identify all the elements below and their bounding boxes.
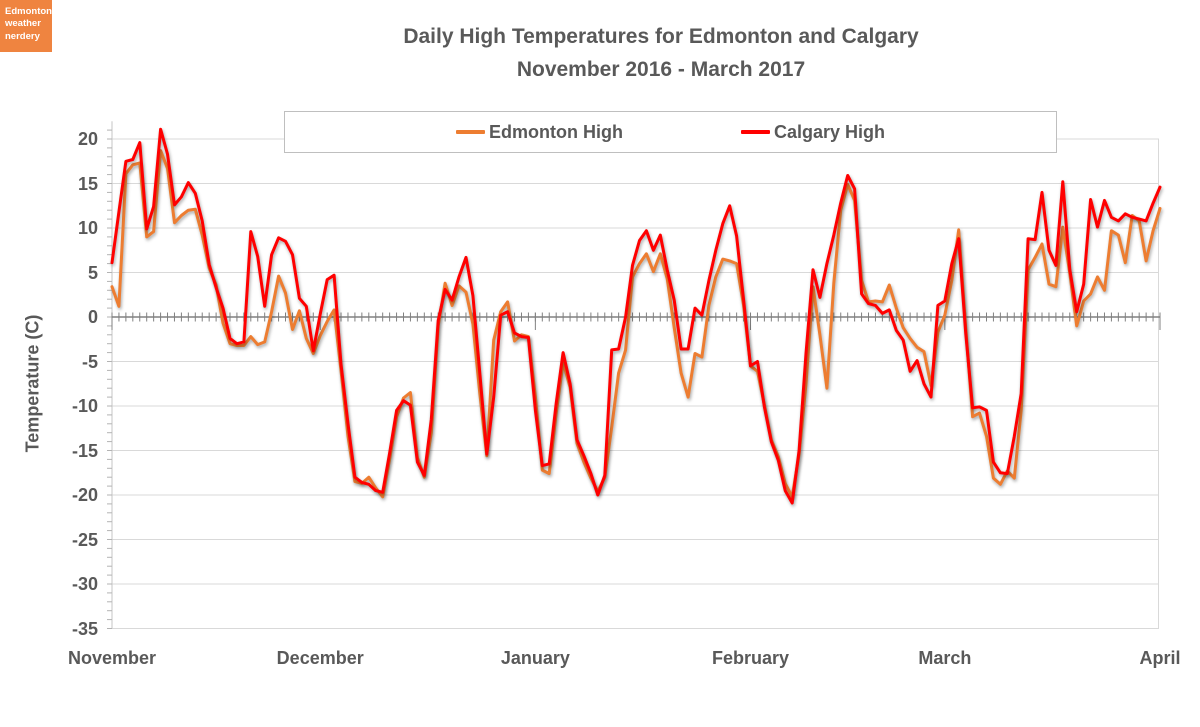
x-axis-month-label: February [712,648,790,668]
y-axis-tick-label: 0 [87,307,98,327]
x-axis-month-label: December [276,648,364,668]
chart-title: Daily High Temperatures for Edmonton and… [130,20,1192,86]
y-axis-tick-label: 5 [87,262,98,283]
chart-title-line2: November 2016 - March 2017 [516,58,806,81]
legend-item-calgary: Calgary High [740,121,885,143]
logo-line: weather [5,18,41,30]
logo: Edmonton weather nerdery [0,0,52,52]
y-axis-tick-label: 15 [77,173,98,194]
logo-line: nerdery [5,30,40,42]
y-axis-tick-label: -25 [71,529,98,550]
legend-label-calgary: Calgary High [773,121,885,142]
edmonton-line [110,149,1162,499]
legend-label-edmonton: Edmonton High [488,121,623,142]
legend: Edmonton High Calgary High [284,111,1057,153]
y-axis-tick-label: -5 [81,351,98,372]
y-axis-tick-label: 10 [77,218,98,238]
y-axis-tick-label: -20 [71,485,98,505]
x-axis-month-label: January [500,648,570,668]
logo-line: Edmonton [5,6,52,17]
y-axis-tick-label: -10 [71,396,98,416]
x-axis-month-label: March [918,648,972,668]
chart-title-line1: Daily High Temperatures for Edmonton and… [403,25,919,48]
edmonton-line-swatch [455,130,485,134]
y-axis-tick-label: -35 [71,618,98,639]
x-axis-month-label: April [1139,648,1181,668]
y-axis-tick-label: -30 [71,574,98,594]
legend-item-edmonton: Edmonton High [455,121,623,143]
calgary-line-swatch [740,130,770,134]
y-axis-tick-label: 20 [77,129,98,149]
x-axis-month-label: November [67,648,157,668]
calgary-line [110,127,1162,505]
y-axis-tick-label: -15 [71,440,98,461]
